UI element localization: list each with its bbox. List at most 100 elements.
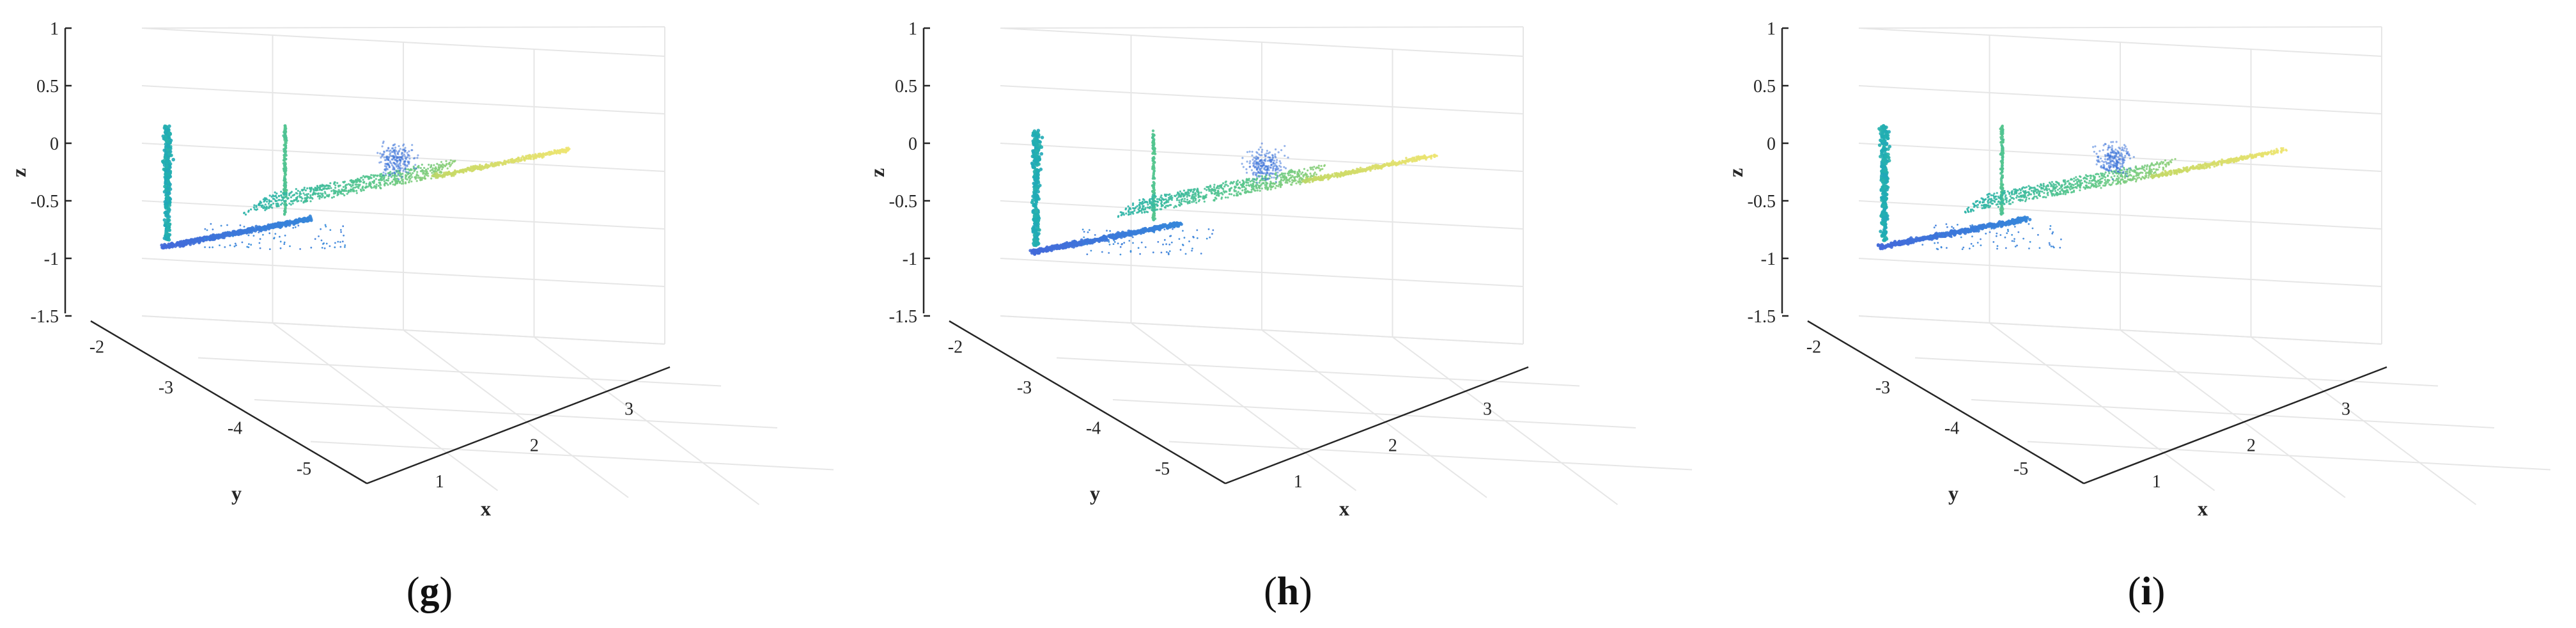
point-cloud-point — [1272, 168, 1275, 170]
point-cloud-point — [1092, 239, 1096, 242]
point-cloud-point — [1178, 199, 1181, 201]
point-cloud-point — [1188, 201, 1190, 203]
z-tick-label: 0.5 — [1753, 77, 1776, 97]
z-axis-label: z — [1724, 168, 1747, 177]
point-cloud-point — [1287, 170, 1290, 173]
point-cloud-point — [1145, 200, 1147, 203]
point-cloud-point — [1106, 230, 1108, 232]
point-cloud-point — [532, 157, 535, 161]
point-cloud-point — [363, 180, 366, 184]
point-cloud-point — [1165, 193, 1168, 196]
point-cloud-point — [1245, 171, 1248, 174]
point-cloud-point — [1175, 197, 1179, 200]
point-cloud-point — [1129, 211, 1133, 214]
point-cloud-point — [208, 246, 211, 249]
point-cloud-point — [311, 194, 314, 196]
point-cloud-point — [1278, 160, 1281, 162]
point-cloud-point — [1303, 180, 1307, 183]
point-cloud-point — [1151, 207, 1153, 209]
point-cloud-point — [387, 184, 389, 186]
point-cloud-point — [270, 223, 274, 227]
point-cloud-point — [316, 192, 319, 195]
point-cloud-point — [375, 174, 377, 177]
point-cloud-point — [1138, 207, 1141, 210]
point-cloud-point — [369, 182, 372, 185]
point-cloud-point — [334, 242, 336, 244]
point-cloud-point — [300, 196, 302, 198]
point-cloud-point — [167, 136, 171, 139]
point-cloud-point — [419, 177, 421, 179]
point-cloud-point — [1034, 223, 1038, 228]
point-cloud-point — [287, 221, 291, 225]
point-cloud-point — [319, 184, 322, 187]
point-cloud-point — [1415, 155, 1418, 158]
point-cloud-point — [290, 191, 293, 193]
point-cloud-point — [380, 173, 383, 175]
point-cloud-point — [1108, 239, 1110, 241]
point-cloud-point — [1411, 160, 1414, 163]
point-cloud-point — [399, 180, 401, 183]
point-cloud-point — [1151, 195, 1154, 198]
point-cloud-point — [1160, 201, 1163, 203]
point-cloud-point — [1156, 198, 1158, 200]
point-cloud-point — [1327, 178, 1330, 181]
point-cloud-point — [234, 242, 237, 245]
point-cloud-point — [399, 159, 401, 161]
point-cloud-point — [232, 235, 234, 237]
point-cloud-point — [299, 248, 301, 250]
point-cloud-point — [1255, 151, 1258, 153]
point-cloud-point — [330, 187, 332, 189]
point-cloud-point — [1272, 165, 1275, 168]
point-cloud-point — [166, 244, 170, 248]
point-cloud-point — [1269, 182, 1272, 185]
point-cloud-point — [1382, 164, 1385, 168]
point-cloud-point — [385, 179, 388, 182]
point-cloud-point — [1213, 190, 1216, 192]
point-cloud-point — [1262, 168, 1265, 170]
point-cloud-point — [273, 198, 275, 200]
point-cloud-point — [334, 246, 336, 249]
point-cloud-point — [302, 201, 305, 203]
point-cloud-point — [542, 153, 545, 156]
point-cloud-point — [1254, 173, 1257, 176]
point-cloud-point — [275, 192, 278, 195]
point-cloud-point — [1113, 237, 1117, 240]
point-cloud-point — [1273, 182, 1276, 185]
point-cloud-point — [433, 175, 437, 178]
point-cloud-point — [1257, 184, 1260, 187]
point-cloud-point — [406, 178, 408, 181]
point-cloud-point — [396, 161, 399, 164]
point-cloud-point — [1262, 164, 1264, 166]
point-cloud-point — [314, 238, 316, 240]
point-cloud-point — [1133, 233, 1135, 236]
point-cloud-point — [288, 202, 291, 205]
point-cloud-point — [1128, 240, 1131, 242]
point-cloud-point — [345, 186, 347, 189]
point-cloud-point — [392, 157, 395, 159]
point-cloud-point — [422, 171, 424, 174]
point-cloud-point — [393, 176, 396, 178]
point-cloud-point — [565, 150, 568, 153]
point-cloud-point — [1144, 246, 1147, 248]
point-cloud-point — [1209, 236, 1211, 239]
point-cloud-point — [1152, 212, 1156, 216]
point-cloud-point — [164, 131, 168, 135]
point-cloud-point — [1198, 199, 1201, 201]
point-cloud-point — [559, 149, 561, 152]
point-cloud-point — [1389, 164, 1392, 167]
point-cloud-point — [381, 145, 384, 148]
point-cloud-point — [379, 184, 382, 186]
point-cloud-point — [1175, 194, 1178, 196]
point-cloud-point — [417, 154, 419, 157]
point-cloud-point — [1269, 156, 1271, 159]
point-cloud-point — [324, 192, 327, 195]
point-cloud-point — [380, 187, 382, 190]
point-cloud-point — [1284, 145, 1286, 147]
point-cloud-point — [1335, 173, 1338, 175]
point-cloud-point — [329, 245, 331, 247]
point-cloud-point — [403, 153, 405, 156]
point-cloud-point — [297, 200, 300, 202]
point-cloud-point — [507, 159, 510, 162]
y-tick-label: -3 — [1875, 378, 1890, 398]
